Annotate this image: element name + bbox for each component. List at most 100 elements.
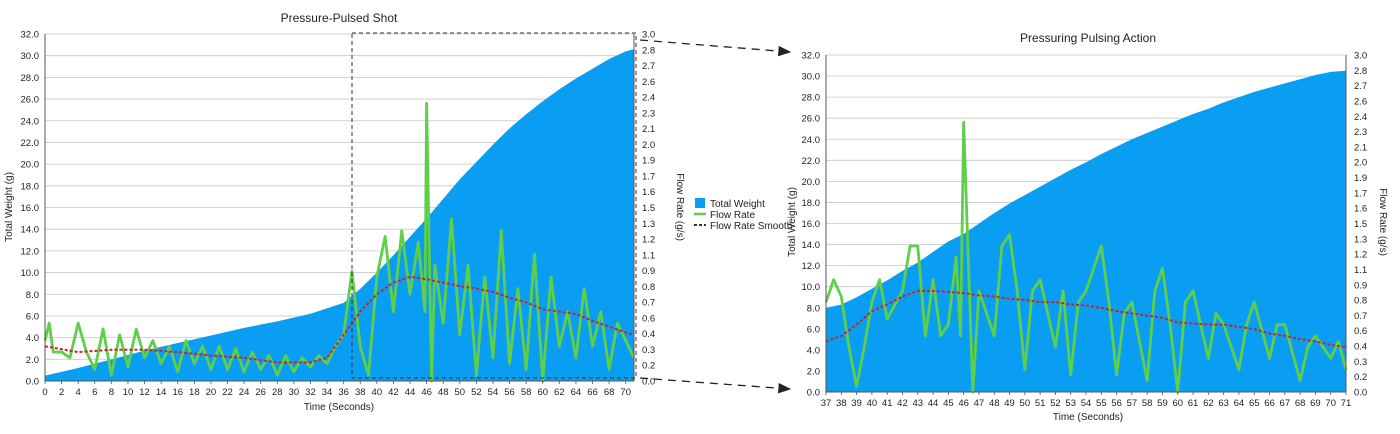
x-axis-ticks: 37 38 39 40 41 42 43 44 45 46 47 48 49 50 51 52 53 54 55 56… — [821, 398, 1352, 409]
y-tick-label: 4.0 — [26, 333, 39, 344]
chart-title: Pressure-Pulsed Shot — [281, 11, 398, 25]
x-tick-label: 65 — [1249, 398, 1260, 409]
y2-tick-label: 2.4 — [642, 93, 655, 104]
flow-rate-smooth-line — [44, 275, 635, 364]
x-tick-label: 68 — [604, 387, 615, 398]
zoom-connector-bottom — [639, 377, 792, 394]
x-tick-label: 48 — [438, 387, 449, 398]
x-tick-label: 10 — [123, 387, 134, 398]
x-tick-label: 16 — [172, 387, 183, 398]
x-tick-label: 67 — [1280, 398, 1291, 409]
axes — [44, 34, 635, 384]
x-tick-label: 12 — [139, 387, 150, 398]
x-tick-label: 44 — [405, 387, 416, 398]
y2-tick-label: 1.1 — [642, 250, 655, 261]
y-tick-label: 16.0 — [802, 219, 821, 230]
x-tick-label: 52 — [1050, 398, 1061, 409]
y-axis-label: Total Weight (g) — [4, 172, 15, 242]
x-axis-ticks: 0 2 4 6 8 10 12 14 16 18 20 22 24 26 28 30 32 34 36 38 40 42 4… — [42, 387, 631, 398]
y-tick-label: 22.0 — [21, 138, 40, 149]
flow-rate-line — [824, 121, 1348, 394]
x-tick-label: 41 — [882, 398, 893, 409]
y2-tick-label: 2.3 — [1354, 127, 1367, 138]
total-weight-area — [826, 70, 1346, 392]
x-tick-label: 42 — [897, 398, 908, 409]
y2-tick-label: 2.8 — [1354, 66, 1367, 77]
y2-tick-label: 0.3 — [1354, 357, 1367, 368]
x-tick-label: 2 — [59, 387, 64, 398]
y2-tick-label: 0.7 — [1354, 311, 1367, 322]
y-tick-label: 20.0 — [21, 160, 40, 171]
y-tick-label: 30.0 — [802, 72, 821, 83]
x-tick-label: 55 — [1096, 398, 1107, 409]
x-tick-label: 24 — [239, 387, 250, 398]
x-tick-label: 56 — [504, 387, 515, 398]
x-tick-label: 26 — [255, 387, 266, 398]
y2-axis-label: Flow Rate (g/s) — [674, 173, 685, 241]
x-tick-label: 64 — [1234, 398, 1245, 409]
y2-tick-label: 1.6 — [1354, 204, 1367, 215]
y2-tick-label: 1.7 — [642, 171, 655, 182]
y2-tick-label: 3.0 — [1354, 51, 1367, 62]
y2-tick-label: 2.4 — [1354, 112, 1367, 123]
x-tick-label: 63 — [1218, 398, 1229, 409]
y2-tick-label: 0.0 — [1354, 388, 1367, 399]
y-tick-label: 14.0 — [802, 240, 821, 251]
legend-swatch-total-weight — [695, 198, 705, 208]
y-tick-label: 4.0 — [807, 345, 820, 356]
y2-tick-label: 2.3 — [642, 108, 655, 119]
zoom-connector-top — [639, 39, 792, 57]
y2-axis-label: Flow Rate (g/s) — [1377, 188, 1388, 256]
y2-tick-label: 0.2 — [642, 361, 655, 372]
y2-tick-label: 0.3 — [642, 345, 655, 356]
x-tick-label: 8 — [109, 387, 114, 398]
x-tick-label: 18 — [189, 387, 200, 398]
y-tick-label: 20.0 — [802, 177, 821, 188]
y-tick-label: 2.0 — [807, 366, 820, 377]
x-tick-label: 52 — [471, 387, 482, 398]
x-tick-label: 64 — [571, 387, 582, 398]
y2-tick-label: 1.2 — [642, 235, 655, 246]
y-axis-ticks: 0.0 2.0 4.0 6.0 8.0 10.0 12.0 14.0 16.0 18.0 20.0 2… — [21, 30, 40, 388]
x-tick-label: 20 — [206, 387, 217, 398]
x-tick-label: 30 — [289, 387, 300, 398]
y2-tick-label: 2.0 — [1354, 158, 1367, 169]
y2-tick-label: 0.6 — [1354, 326, 1367, 337]
y-tick-label: 26.0 — [802, 114, 821, 125]
y2-tick-label: 1.7 — [1354, 188, 1367, 199]
y2-tick-label: 1.5 — [1354, 219, 1367, 230]
y2-axis-ticks: 0.0 0.2 0.3 0.4 0.6 0.7 0.8 0.9 1.1 1.2 1.3 1.5 1.6 1… — [642, 30, 655, 388]
y-tick-label: 18.0 — [802, 198, 821, 209]
y-tick-label: 16.0 — [21, 203, 40, 214]
y2-tick-label: 1.3 — [642, 219, 655, 230]
x-tick-label: 60 — [1172, 398, 1183, 409]
y-tick-label: 8.0 — [807, 303, 820, 314]
x-tick-label: 62 — [554, 387, 565, 398]
x-tick-label: 38 — [836, 398, 847, 409]
flow-rate-smooth-line — [825, 289, 1347, 349]
plot-series-area — [826, 70, 1346, 392]
x-tick-label: 46 — [421, 387, 432, 398]
y-tick-label: 0.0 — [807, 388, 820, 399]
y2-tick-label: 1.9 — [1354, 173, 1367, 184]
x-tick-label: 46 — [958, 398, 969, 409]
y2-tick-label: 1.1 — [1354, 265, 1367, 276]
x-tick-label: 61 — [1188, 398, 1199, 409]
x-tick-label: 40 — [372, 387, 383, 398]
y2-tick-label: 0.8 — [1354, 296, 1367, 307]
y2-tick-label: 0.6 — [642, 313, 655, 324]
y2-tick-label: 1.5 — [642, 203, 655, 214]
y2-tick-label: 2.1 — [642, 124, 655, 135]
y2-tick-label: 0.7 — [642, 298, 655, 309]
y2-tick-label: 0.4 — [1354, 342, 1367, 353]
y2-axis-ticks: 0.0 0.2 0.3 0.4 0.6 0.7 0.8 0.9 1.1 1.2 1.3 1.5 1.6 1… — [1354, 51, 1367, 399]
y2-tick-label: 3.0 — [642, 30, 655, 41]
x-tick-label: 66 — [1264, 398, 1275, 409]
x-tick-label: 66 — [587, 387, 598, 398]
x-tick-label: 48 — [989, 398, 1000, 409]
y2-tick-label: 1.9 — [642, 156, 655, 167]
y-tick-label: 12.0 — [21, 246, 40, 257]
y-tick-label: 10.0 — [802, 282, 821, 293]
y2-tick-label: 1.2 — [1354, 250, 1367, 261]
y-tick-label: 32.0 — [21, 30, 40, 41]
